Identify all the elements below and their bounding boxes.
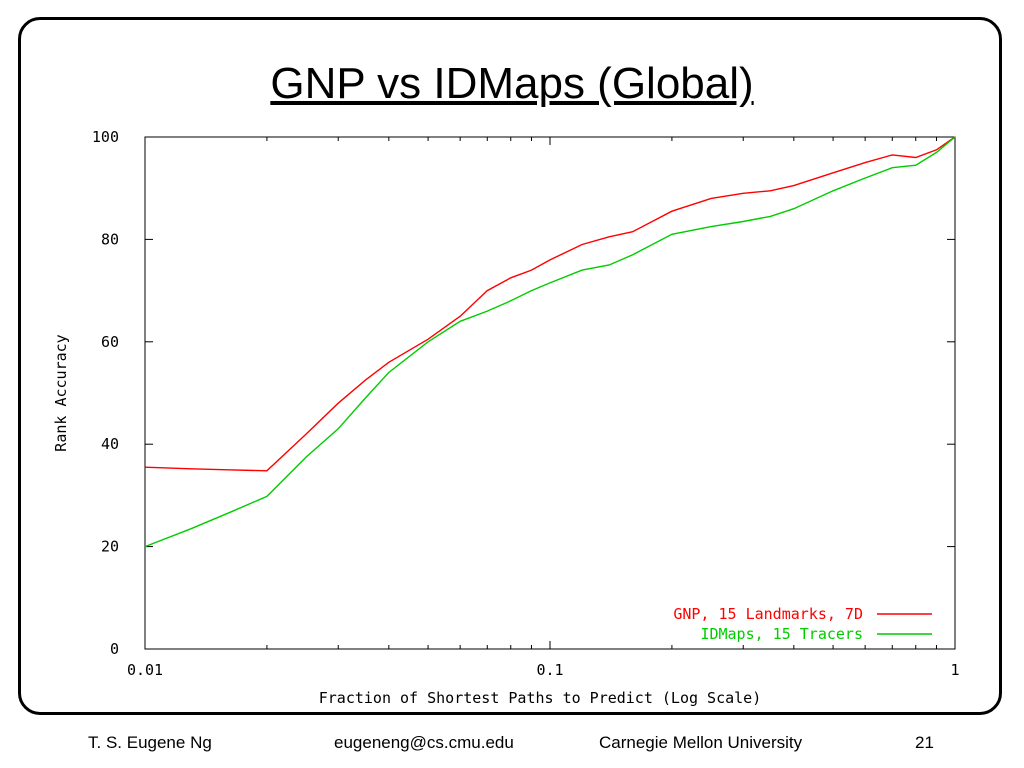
series-lines — [144, 136, 956, 548]
y-tick-label: 20 — [101, 538, 119, 556]
y-tick-label: 40 — [101, 435, 119, 453]
plot-area — [144, 136, 956, 650]
y-tick-label: 100 — [92, 128, 119, 146]
legend-label: GNP, 15 Landmarks, 7D — [673, 605, 863, 623]
footer-page-number: 21 — [915, 733, 934, 752]
slide-title: GNP vs IDMaps (Global) — [270, 59, 754, 108]
series-line-idmaps — [144, 136, 956, 548]
footer-author: T. S. Eugene Ng — [88, 733, 212, 752]
footer-institution: Carnegie Mellon University — [599, 733, 803, 752]
x-tick-label: 0.1 — [536, 661, 563, 679]
x-tick-label: 0.01 — [127, 661, 163, 679]
y-tick-label: 0 — [110, 640, 119, 658]
y-tick-label: 60 — [101, 333, 119, 351]
x-tick-label: 1 — [950, 661, 959, 679]
y-axis-label: Rank Accuracy — [52, 334, 70, 451]
series-line-gnp — [144, 136, 956, 472]
axis-ticks: 0 20 40 60 80 100 0.01 0.1 1 — [92, 128, 960, 679]
legend-label: IDMaps, 15 Tracers — [700, 625, 863, 643]
slide-frame — [18, 17, 1002, 715]
y-tick-label: 80 — [101, 230, 119, 248]
legend: GNP, 15 Landmarks, 7D IDMaps, 15 Tracers — [673, 605, 932, 643]
x-axis-label: Fraction of Shortest Paths to Predict (L… — [319, 689, 762, 707]
footer-email: eugeneng@cs.cmu.edu — [334, 733, 514, 752]
